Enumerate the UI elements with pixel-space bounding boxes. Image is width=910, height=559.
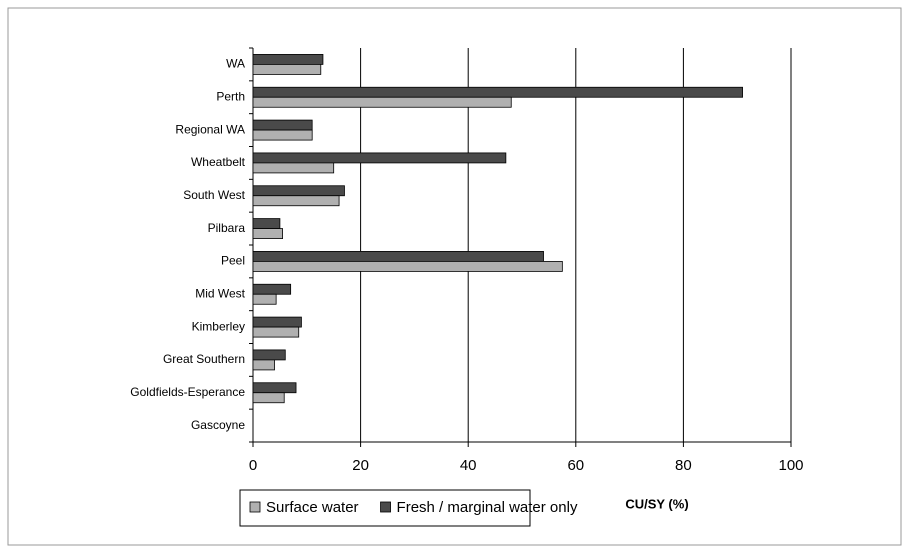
legend-box xyxy=(239,489,531,527)
x-tick-label: 80 xyxy=(675,457,692,474)
bar xyxy=(252,359,275,371)
y-tick-label: Wheatbelt xyxy=(191,155,246,169)
y-tick-label: Perth xyxy=(216,89,245,103)
bar xyxy=(252,64,322,75)
x-tick-label: 40 xyxy=(460,457,477,474)
x-tick-label: 20 xyxy=(352,457,369,474)
x-tick-label: 100 xyxy=(778,457,803,474)
bar xyxy=(252,349,286,361)
bar xyxy=(252,228,283,239)
y-tick-label: WA xyxy=(226,57,245,71)
bar xyxy=(252,293,277,305)
bar xyxy=(252,283,292,295)
bar xyxy=(252,152,507,164)
y-tick-label: Regional WA xyxy=(175,122,245,136)
y-tick-label: Mid West xyxy=(195,286,245,300)
y-tick-label: Peel xyxy=(221,254,245,268)
x-axis-label: CU/SY (%) xyxy=(625,496,688,511)
bar xyxy=(252,54,324,65)
x-tick-label: 60 xyxy=(567,457,584,474)
bar xyxy=(252,96,512,108)
y-tick-label: Goldfields-Esperance xyxy=(130,385,245,399)
legend-swatch xyxy=(380,501,391,513)
bar xyxy=(252,326,300,338)
bar xyxy=(252,185,345,197)
bar xyxy=(252,392,285,404)
legend-label: Fresh / marginal water only xyxy=(397,499,578,516)
bar xyxy=(252,86,743,98)
bar xyxy=(252,382,297,394)
y-tick-label: South West xyxy=(183,188,245,202)
bar xyxy=(252,129,313,141)
bar xyxy=(252,261,563,272)
chart-border xyxy=(7,7,902,546)
bar xyxy=(252,195,340,207)
y-tick-label: Pilbara xyxy=(208,221,246,235)
legend-swatch xyxy=(249,501,261,513)
bar xyxy=(252,162,335,174)
bar xyxy=(252,251,544,262)
y-tick-label: Great Southern xyxy=(163,352,245,366)
y-tick-label: Kimberley xyxy=(192,319,245,333)
bar xyxy=(252,119,313,131)
bar xyxy=(252,316,302,328)
x-tick-label: 0 xyxy=(249,457,257,474)
legend-label: Surface water xyxy=(266,499,359,516)
bar xyxy=(252,218,281,229)
y-tick-label: Gascoyne xyxy=(191,418,245,432)
